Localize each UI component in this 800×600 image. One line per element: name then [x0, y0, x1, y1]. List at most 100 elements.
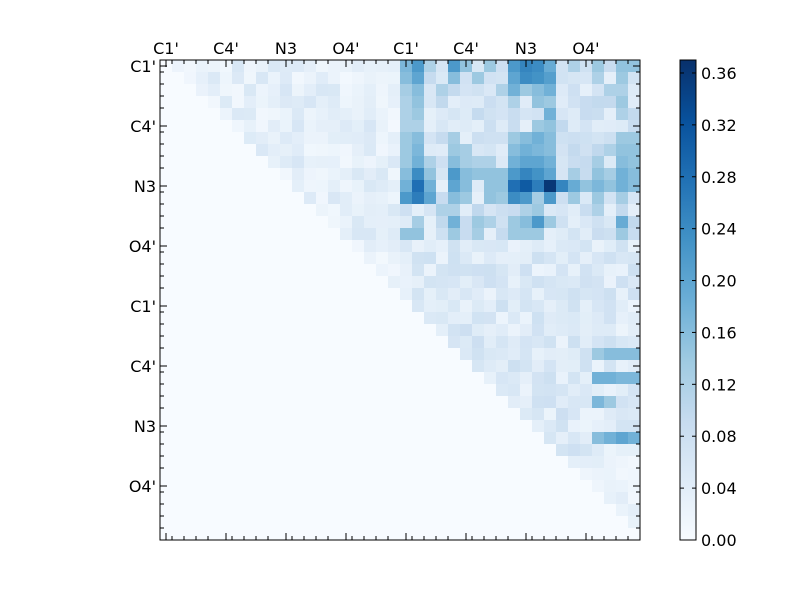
heatmap-cell [256, 432, 269, 445]
x-tick-label: C1' [153, 39, 179, 58]
heatmap-cell [472, 288, 485, 301]
heatmap-cell [196, 420, 209, 433]
heatmap-cell [604, 240, 617, 253]
heatmap-cell [556, 192, 569, 205]
heatmap-cell [496, 84, 509, 97]
heatmap-cell [388, 168, 401, 181]
heatmap-cell [184, 492, 197, 505]
heatmap-cell [256, 492, 269, 505]
heatmap-cell [196, 156, 209, 169]
heatmap-cell [436, 156, 449, 169]
heatmap-cell [208, 408, 221, 421]
heatmap-cell [448, 492, 461, 505]
heatmap-cell [256, 444, 269, 457]
heatmap-cell [280, 360, 293, 373]
heatmap-cell [580, 492, 593, 505]
heatmap-cell [424, 312, 437, 325]
heatmap-cell [268, 360, 281, 373]
heatmap-cell [448, 156, 461, 169]
heatmap-cell [304, 312, 317, 325]
heatmap-cell [568, 168, 581, 181]
heatmap-cell [520, 408, 533, 421]
heatmap-cell [232, 468, 245, 481]
heatmap-cell [460, 408, 473, 421]
heatmap-cell [256, 420, 269, 433]
heatmap-cell [160, 504, 173, 517]
heatmap-cell [160, 144, 173, 157]
heatmap-cell [280, 444, 293, 457]
heatmap-cell [352, 144, 365, 157]
heatmap-cell [460, 156, 473, 169]
heatmap-cell [568, 444, 581, 457]
heatmap-cell [424, 180, 437, 193]
heatmap-cell [232, 336, 245, 349]
heatmap-cell [424, 60, 437, 73]
heatmap-cell [244, 156, 257, 169]
heatmap-cell [292, 348, 305, 361]
heatmap-cell [508, 324, 521, 337]
heatmap-cell [592, 132, 605, 145]
heatmap-cell [340, 156, 353, 169]
heatmap-cell [292, 492, 305, 505]
heatmap-cell [580, 120, 593, 133]
heatmap-cell [448, 408, 461, 421]
heatmap-cell [520, 420, 533, 433]
heatmap-cell [172, 300, 185, 313]
heatmap-cell [580, 384, 593, 397]
heatmap-cell [568, 492, 581, 505]
heatmap-cell [424, 528, 437, 541]
heatmap-cell [484, 312, 497, 325]
heatmap-cell [304, 432, 317, 445]
heatmap-cell [160, 252, 173, 265]
heatmap-cell [556, 60, 569, 73]
heatmap-cell [268, 312, 281, 325]
heatmap-cell [256, 228, 269, 241]
heatmap-cell [244, 324, 257, 337]
heatmap-cell [604, 492, 617, 505]
heatmap-cell [280, 264, 293, 277]
heatmap-cell [556, 264, 569, 277]
heatmap-cell [184, 132, 197, 145]
heatmap-cell [172, 312, 185, 325]
heatmap-cell [424, 504, 437, 517]
heatmap-cell [292, 276, 305, 289]
heatmap-cell [256, 504, 269, 517]
heatmap-cell [628, 132, 641, 145]
heatmap-cell [508, 360, 521, 373]
heatmap-cell [196, 288, 209, 301]
heatmap-cell [484, 396, 497, 409]
heatmap-cell [484, 132, 497, 145]
heatmap-cell [616, 324, 629, 337]
heatmap-cell [544, 144, 557, 157]
heatmap-cell [400, 156, 413, 169]
heatmap-cell [304, 264, 317, 277]
heatmap-cell [412, 300, 425, 313]
heatmap-cell [544, 192, 557, 205]
heatmap-cell [280, 96, 293, 109]
heatmap-cell [376, 480, 389, 493]
heatmap-cell [160, 192, 173, 205]
heatmap-cell [448, 336, 461, 349]
heatmap-cell [532, 96, 545, 109]
heatmap-cell [244, 528, 257, 541]
heatmap-cell [268, 456, 281, 469]
heatmap-cell [544, 324, 557, 337]
heatmap-cell [340, 480, 353, 493]
heatmap-cell [400, 96, 413, 109]
heatmap-cell [316, 96, 329, 109]
heatmap-cell [484, 240, 497, 253]
heatmap-cell [208, 60, 221, 73]
heatmap-cell [568, 336, 581, 349]
heatmap-cell [280, 336, 293, 349]
heatmap-cell [364, 468, 377, 481]
heatmap-cell [496, 516, 509, 529]
heatmap-cell [208, 384, 221, 397]
heatmap-cell [460, 84, 473, 97]
heatmap-cell [436, 348, 449, 361]
heatmap-cell [628, 84, 641, 97]
heatmap-cell [268, 84, 281, 97]
heatmap-cell [580, 300, 593, 313]
heatmap-cell [256, 456, 269, 469]
x-tick-label: O4' [572, 39, 599, 58]
heatmap-cell [376, 264, 389, 277]
